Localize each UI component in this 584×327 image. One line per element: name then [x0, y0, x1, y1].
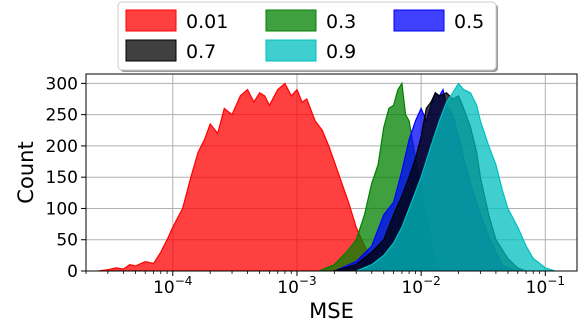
- y-tick-label: 250: [46, 106, 78, 126]
- y-tick-label: 200: [46, 137, 78, 157]
- y-axis-ticks: 0 50 100 150 200 250 300: [46, 74, 86, 282]
- legend-label-4: 0.7: [186, 41, 216, 63]
- legend-label-3: 0.5: [454, 11, 484, 33]
- x-tick-label: 10−1: [526, 274, 565, 298]
- x-tick-label: 10−2: [401, 274, 440, 298]
- legend-swatch-4: [125, 39, 177, 62]
- plot-frame: [85, 73, 578, 272]
- legend-label-1: 0.01: [186, 11, 228, 33]
- legend-swatch-5: [265, 39, 317, 62]
- legend: 0.01 0.3 0.5 0.7 0.9: [117, 1, 498, 72]
- series-area-5: [355, 82, 556, 271]
- legend-label-5: 0.9: [326, 41, 356, 63]
- legend-swatch-2: [265, 9, 317, 32]
- y-tick-label: 50: [56, 231, 78, 251]
- y-tick-label: 0: [67, 262, 78, 282]
- legend-swatch-3: [393, 9, 445, 32]
- y-tick-label: 100: [46, 199, 78, 219]
- series-areas: [97, 81, 556, 271]
- y-axis-label: Count: [14, 141, 38, 203]
- x-axis-label: MSE: [309, 299, 354, 323]
- y-tick-label: 150: [46, 168, 78, 188]
- x-tick-label: 10−4: [153, 274, 192, 298]
- x-axis-ticks: 10−4 10−3 10−2 10−1: [85, 271, 565, 298]
- x-tick-label: 10−3: [277, 274, 316, 298]
- y-tick-label: 300: [46, 74, 78, 94]
- legend-swatch-1: [125, 9, 177, 32]
- legend-label-2: 0.3: [326, 11, 356, 33]
